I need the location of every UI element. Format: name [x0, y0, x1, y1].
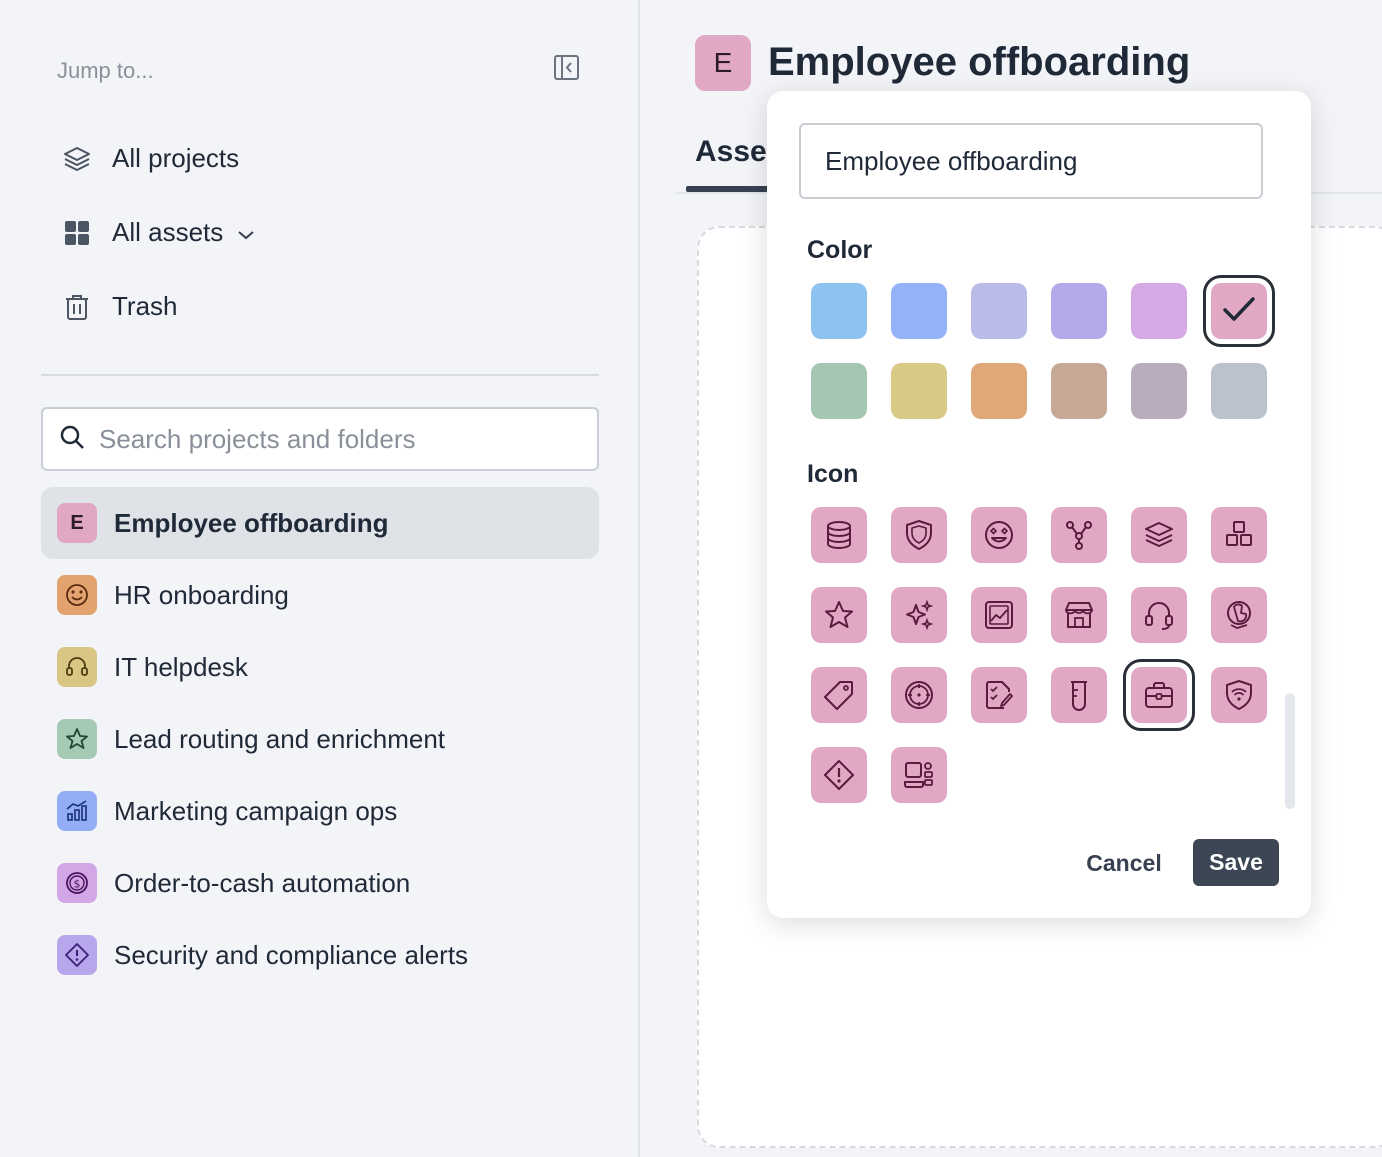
nav-label: All assets — [112, 217, 224, 247]
color-swatch-mauve[interactable] — [1131, 363, 1187, 419]
database-icon[interactable] — [811, 507, 867, 563]
project-item-security-compliance[interactable]: Security and compliance alerts — [41, 919, 599, 991]
nav-all-assets[interactable]: All assets — [62, 217, 255, 248]
image-chart-icon[interactable] — [971, 587, 1027, 643]
project-name-input[interactable] — [799, 123, 1263, 199]
project-label: Employee offboarding — [114, 507, 389, 538]
sparkles-icon[interactable] — [891, 587, 947, 643]
project-label: Lead routing and enrichment — [114, 723, 446, 754]
grid-icon — [62, 218, 92, 248]
icon-grid-scrollbar[interactable] — [1285, 693, 1295, 809]
search-icon — [59, 424, 85, 455]
project-item-order-to-cash[interactable]: $ Order-to-cash automation — [41, 847, 599, 919]
beaker-icon[interactable] — [1051, 667, 1107, 723]
layers-icon[interactable] — [1131, 507, 1187, 563]
shield-icon[interactable] — [891, 507, 947, 563]
jump-to-link[interactable]: Jump to... — [57, 58, 154, 83]
checkmark-icon — [1219, 289, 1259, 334]
storefront-icon[interactable] — [1051, 587, 1107, 643]
search-input[interactable] — [99, 423, 569, 455]
project-item-employee-offboarding[interactable]: E Employee offboarding — [41, 487, 599, 559]
project-item-hr-onboarding[interactable]: HR onboarding — [41, 559, 599, 631]
color-swatch-tan[interactable] — [1051, 363, 1107, 419]
icon-section-label: Icon — [807, 460, 859, 488]
color-swatch-pink[interactable] — [1203, 275, 1275, 347]
color-swatch-orchid[interactable] — [1131, 283, 1187, 339]
headset-icon[interactable] — [1131, 587, 1187, 643]
layers-icon — [62, 144, 92, 174]
alert-diamond-icon[interactable] — [811, 747, 867, 803]
collapse-sidebar-icon[interactable] — [553, 54, 580, 81]
color-swatch-mustard[interactable] — [891, 363, 947, 419]
save-button[interactable]: Save — [1193, 839, 1279, 886]
project-badge: E — [57, 503, 97, 543]
project-badge[interactable]: E — [695, 35, 751, 91]
tag-icon[interactable] — [811, 667, 867, 723]
devices-icon[interactable] — [891, 747, 947, 803]
nav-label: All projects — [112, 143, 240, 173]
project-item-marketing-campaign-ops[interactable]: Marketing campaign ops — [41, 775, 599, 847]
star-icon[interactable] — [811, 587, 867, 643]
workflow-icon[interactable] — [1051, 507, 1107, 563]
project-item-lead-routing[interactable]: Lead routing and enrichment — [41, 703, 599, 775]
active-tab-indicator — [686, 186, 776, 192]
search-box[interactable] — [41, 407, 599, 471]
dollar-coin-icon: $ — [57, 863, 97, 903]
briefcase-icon[interactable] — [1123, 659, 1195, 731]
star-icon — [57, 719, 97, 759]
nav-all-projects[interactable]: All projects — [62, 143, 239, 174]
page-title: Employee offboarding — [768, 40, 1191, 84]
color-swatch-sage[interactable] — [811, 363, 867, 419]
project-label: HR onboarding — [114, 579, 289, 610]
support-hand-icon[interactable] — [1211, 587, 1267, 643]
star-struck-face-icon[interactable] — [971, 507, 1027, 563]
alert-diamond-icon — [57, 935, 97, 975]
target-icon[interactable] — [891, 667, 947, 723]
checklist-edit-icon[interactable] — [971, 667, 1027, 723]
tab-assets[interactable]: Asset — [695, 135, 777, 168]
trash-icon — [62, 292, 92, 322]
color-section-label: Color — [807, 236, 873, 264]
project-item-it-helpdesk[interactable]: IT helpdesk — [41, 631, 599, 703]
project-label: IT helpdesk — [114, 651, 248, 682]
chart-growth-icon — [57, 791, 97, 831]
divider — [41, 374, 599, 376]
star-struck-face-icon — [57, 575, 97, 615]
color-swatch-gray[interactable] — [1211, 363, 1267, 419]
project-edit-popover: Color Icon — [767, 91, 1311, 918]
sidebar: Jump to... All projects All assets Trash… — [0, 0, 640, 1157]
project-label: Marketing campaign ops — [114, 795, 398, 826]
project-label: Security and compliance alerts — [114, 939, 469, 970]
nav-label: Trash — [112, 291, 178, 321]
color-swatch-blue[interactable] — [891, 283, 947, 339]
project-label: Order-to-cash automation — [114, 867, 411, 898]
cubes-icon[interactable] — [1211, 507, 1267, 563]
chevron-down-icon[interactable] — [237, 217, 255, 248]
headset-icon — [57, 647, 97, 687]
color-swatch-lavender[interactable] — [971, 283, 1027, 339]
wifi-shield-icon[interactable] — [1211, 667, 1267, 723]
svg-text:$: $ — [74, 878, 81, 891]
color-swatch-purple[interactable] — [1051, 283, 1107, 339]
nav-trash[interactable]: Trash — [62, 291, 178, 322]
color-swatch-sky-blue[interactable] — [811, 283, 867, 339]
cancel-button[interactable]: Cancel — [1071, 839, 1177, 887]
color-swatch-orange[interactable] — [971, 363, 1027, 419]
